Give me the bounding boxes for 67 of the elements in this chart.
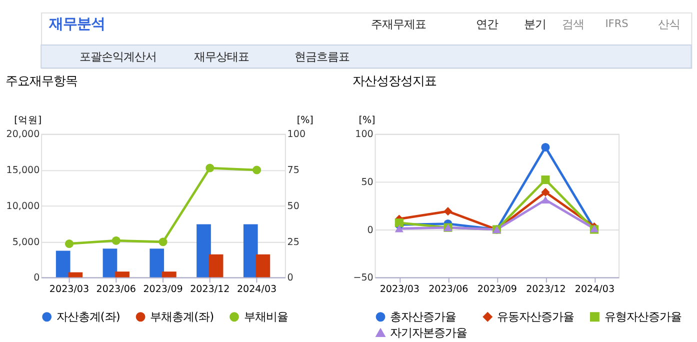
x-tick-label: 2023/03 [49, 284, 90, 296]
y-tick-label: 50 [361, 177, 374, 188]
y-tick-label: 5,000 [12, 236, 40, 248]
bar [150, 248, 164, 278]
y2-tick-label: 75 [287, 165, 300, 176]
x-tick-label: 2024/03 [236, 284, 277, 296]
bar [102, 248, 118, 278]
x-tick-label: 2024/03 [574, 284, 615, 296]
y-axis-title: [억원] [14, 114, 42, 126]
x-tick-label: 2023/06 [428, 284, 468, 296]
bar [256, 254, 270, 278]
x-tick-label: 2023/03 [380, 284, 420, 296]
bar [56, 250, 70, 278]
point [112, 236, 120, 245]
text: IFRS [605, 18, 629, 30]
legend-label: 자산총계(좌) [56, 310, 120, 324]
point [64, 239, 74, 248]
point [206, 164, 214, 172]
bar [162, 272, 176, 278]
text: 산식 [658, 16, 680, 31]
point [541, 143, 550, 152]
legend-label: 총자산증가율 [390, 310, 456, 324]
point [541, 188, 550, 196]
bar [243, 224, 258, 278]
x-tick-label: 2023/12 [190, 284, 230, 296]
text: 검색 [562, 16, 584, 31]
text: 포괄손익계산서 [79, 49, 156, 64]
y-tick-label: 0 [367, 224, 374, 236]
chart-title: 자산성장성지표 [352, 73, 437, 88]
bar [196, 224, 211, 278]
legend-label: 부채비율 [244, 310, 288, 324]
bar [68, 272, 83, 278]
text: 연간 [476, 16, 498, 31]
text: 현금흐름표 [294, 49, 350, 64]
y-tick-label: −50 [353, 272, 374, 284]
text: 재무상태표 [194, 49, 250, 64]
y-tick-label: 100 [355, 129, 374, 140]
y-tick-label: 0 [34, 272, 40, 284]
y2-axis-title: [%] [296, 114, 314, 126]
bar [208, 254, 224, 278]
x-tick-label: 2023/09 [143, 284, 183, 296]
legend-label: 유형자산증가율 [604, 310, 682, 324]
point [541, 196, 550, 204]
y2-tick-label: 25 [287, 236, 300, 248]
x-tick-label: 2023/06 [96, 284, 136, 296]
text: 분기 [524, 16, 546, 31]
legend-label: 유동자산증가율 [497, 310, 574, 324]
point [252, 166, 262, 174]
text: 재무분석 [48, 16, 105, 33]
y-tick-label: 15,000 [6, 165, 40, 176]
y2-tick-label: 50 [287, 200, 300, 212]
y-tick-label: 10,000 [6, 200, 40, 212]
point [394, 224, 404, 232]
y2-tick-label: 0 [287, 272, 294, 284]
chart-title: 주요재무항목 [6, 73, 78, 88]
y2-tick-label: 100 [287, 129, 306, 140]
y-axis-title: [%] [358, 114, 376, 126]
x-tick-label: 2023/12 [526, 284, 566, 296]
point [444, 207, 452, 216]
y-tick-label: 20,000 [6, 129, 40, 140]
legend-label: 부채총계(좌) [150, 310, 214, 324]
x-tick-label: 2023/09 [477, 284, 518, 296]
point [541, 176, 550, 184]
point [158, 238, 168, 246]
text: 주재무제표 [370, 16, 426, 31]
legend-label: 자기자본증가율 [390, 326, 468, 340]
bar [115, 272, 130, 278]
